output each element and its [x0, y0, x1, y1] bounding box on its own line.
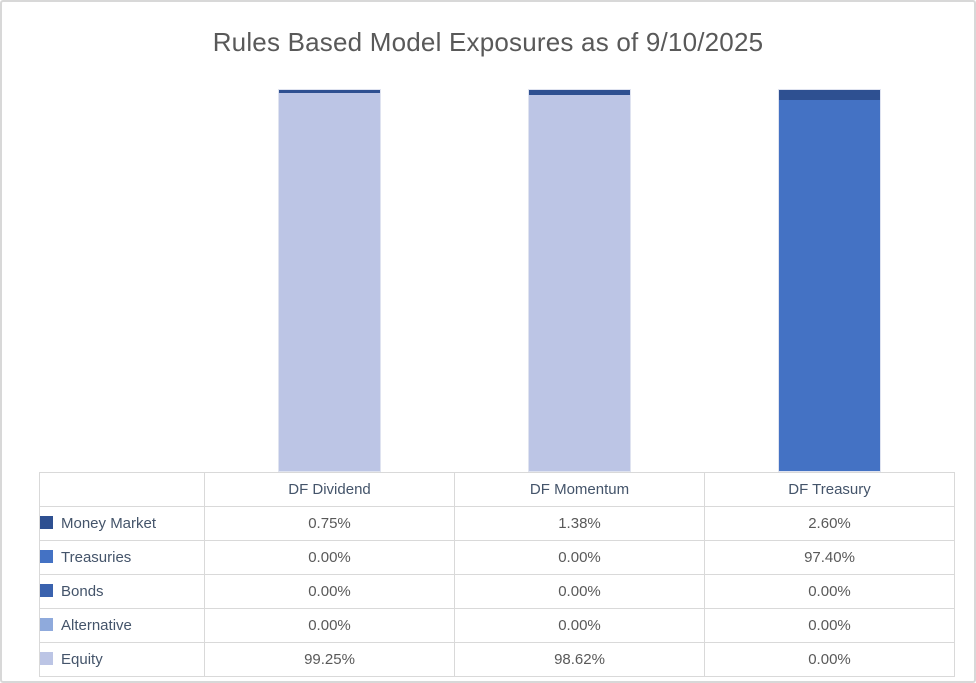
value-cell-money-market-df-momentum: 1.38% — [454, 506, 705, 541]
value-cell-equity-df-treasury: 0.00% — [704, 642, 955, 677]
value-cell-treasuries-df-treasury: 97.40% — [704, 540, 955, 575]
data-table: DF Dividend DF Momentum DF Treasury Money M… — [39, 472, 955, 677]
value-cell-alternative-df-momentum: 0.00% — [454, 608, 705, 643]
row-label-cell-treasuries: Treasuries — [39, 540, 205, 575]
value-cell-bonds-df-momentum: 0.00% — [454, 574, 705, 609]
table-row-treasuries: Treasuries 0.00% 0.00% 97.40% — [39, 540, 955, 575]
legend-color-swatch-equity — [40, 652, 53, 665]
chart-title: Rules Based Model Exposures as of 9/10/2… — [212, 27, 764, 57]
value-cell-bonds-df-treasury: 0.00% — [704, 574, 955, 609]
column-header-df-dividend: DF Dividend — [204, 472, 455, 507]
row-label-cell-alternative: Alternative — [39, 608, 205, 643]
row-label-text: Alternative — [61, 617, 132, 634]
table-header-row: DF Dividend DF Momentum DF Treasury — [39, 472, 955, 507]
bar-segment-money-market-df-momentum — [528, 90, 630, 96]
legend-color-swatch-money-market — [40, 516, 53, 529]
table-row-money-market: Money Market 0.75% 1.38% 2.60% — [39, 506, 955, 541]
stacked-bar-df-treasury — [777, 89, 881, 472]
value-cell-money-market-df-dividend: 0.75% — [204, 506, 455, 541]
legend-color-swatch-bonds — [40, 584, 53, 597]
stacked-bar-df-dividend — [277, 89, 381, 472]
table-row-alternative: Alternative 0.00% 0.00% 0.00% — [39, 608, 955, 643]
value-cell-equity-df-dividend: 99.25% — [204, 642, 455, 677]
row-label-text: Treasuries — [61, 549, 132, 566]
table-row-equity: Equity 99.25% 98.62% 0.00% — [39, 642, 955, 677]
row-label-cell-money-market: Money Market — [39, 506, 205, 541]
row-label-text: Equity — [61, 651, 103, 668]
value-cell-alternative-df-treasury: 0.00% — [704, 608, 955, 643]
value-cell-bonds-df-dividend: 0.00% — [204, 574, 455, 609]
row-label-cell-bonds: Bonds — [39, 574, 205, 609]
table-corner-blank — [39, 472, 205, 507]
column-header-df-treasury: DF Treasury — [704, 472, 955, 507]
row-label-text: Bonds — [61, 583, 104, 600]
value-cell-equity-df-momentum: 98.62% — [454, 642, 705, 677]
value-cell-alternative-df-dividend: 0.00% — [204, 608, 455, 643]
bar-segment-treasuries-df-treasury — [778, 99, 880, 471]
row-label-text: Money Market — [61, 515, 157, 532]
column-header-df-momentum: DF Momentum — [454, 472, 705, 507]
stacked-bar-df-momentum — [527, 89, 631, 472]
table-row-bonds: Bonds 0.00% 0.00% 0.00% — [39, 574, 955, 609]
bar-segment-equity-df-momentum — [528, 95, 630, 471]
bar-segment-money-market-df-treasury — [778, 90, 880, 100]
value-cell-money-market-df-treasury: 2.60% — [704, 506, 955, 541]
value-cell-treasuries-df-momentum: 0.00% — [454, 540, 705, 575]
row-label-cell-equity: Equity — [39, 642, 205, 677]
legend-color-swatch-treasuries — [40, 550, 53, 563]
legend-color-swatch-alternative — [40, 618, 53, 631]
value-cell-treasuries-df-dividend: 0.00% — [204, 540, 455, 575]
bar-segment-equity-df-dividend — [278, 92, 380, 471]
bar-segment-money-market-df-dividend — [278, 90, 380, 93]
